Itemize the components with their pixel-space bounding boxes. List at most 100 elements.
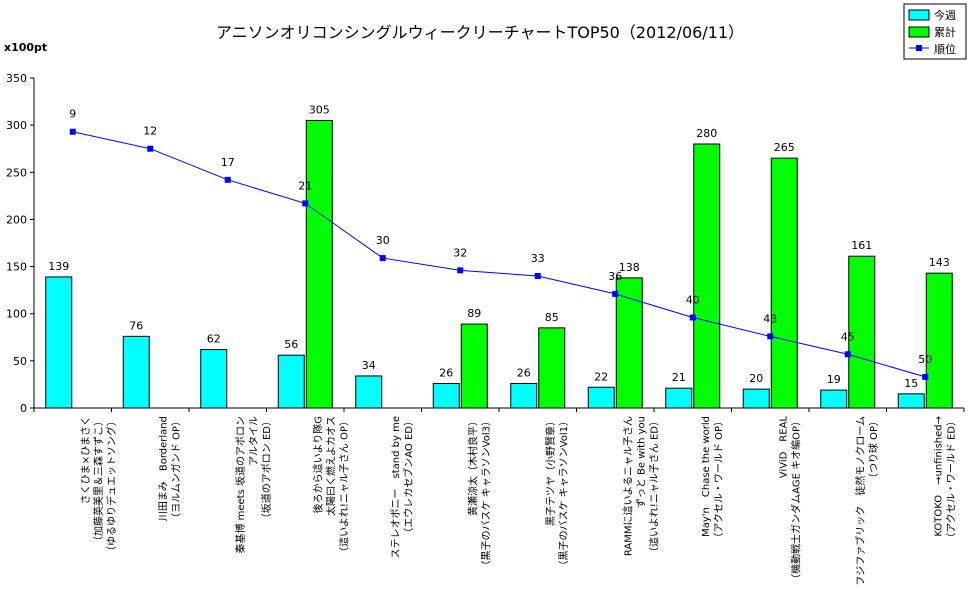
category-label: 秦基博 meets 坂道のアポロン アルタイル （坂道のアポロン ED）: [234, 416, 273, 554]
category-label: さくひま×ひまさく （加藤英美里＆三森すずこ） （ゆるゆりデュエットソング）: [80, 416, 118, 556]
bar-this-week: [742, 388, 770, 409]
bar-this-week: [820, 389, 848, 409]
category-label-line: （ゆるゆりデュエットソング）: [105, 416, 118, 556]
rank-label: 30: [376, 234, 390, 247]
bar-total: [460, 323, 488, 409]
rank-marker: [767, 333, 774, 340]
bar-label-this-week: 21: [672, 371, 686, 384]
rank-marker: [844, 351, 851, 358]
bar-total: [305, 119, 333, 409]
y-tick-label: 150: [6, 261, 27, 274]
legend-label-total: 累計: [934, 25, 956, 39]
bar-total: [770, 157, 798, 409]
category-label-line: （アクセル・ワールド ED）: [945, 416, 957, 543]
category-label-line: （坂道のアポロン ED）: [260, 416, 273, 523]
data-labels: 139 76 62 56 305 34 26 89 26 85 22 138 21 280 20 265 19 1…: [48, 103, 950, 389]
category-label: 黄瀬涼太（木村良平） （黒子のバスケ キャラソンVol3）: [466, 416, 492, 571]
y-tick-label: 250: [6, 166, 27, 179]
category-label-line: 秦基博 meets 坂道のアポロン: [234, 416, 247, 554]
category-label-line: RAMMに這いよるニャル子さん: [621, 416, 634, 556]
category-label-line: 黄瀬涼太（木村良平）: [466, 416, 479, 516]
bar-this-week: [510, 382, 538, 409]
category-label-line: （黒子のバスケ キャラソンVol3）: [480, 416, 492, 571]
category-label-line: 太陽曰く燃えよカオス: [324, 416, 337, 516]
rank-label: 43: [763, 312, 777, 325]
bar-total: [538, 327, 566, 409]
rank-marker: [612, 290, 619, 297]
category-label-line: ステレオポニー stand by me: [390, 416, 402, 558]
rank-label: 17: [221, 156, 235, 169]
rank-label: 45: [841, 330, 855, 343]
category-label-line: （加藤英美里＆三森すずこ）: [92, 416, 105, 546]
y-axis-unit: x100pt: [4, 41, 47, 54]
rank-marker: [147, 145, 154, 152]
category-label-line: （アクセル・ワールド OP）: [713, 416, 725, 543]
y-tick-label: 0: [20, 402, 27, 415]
bar-label-total: 305: [309, 103, 330, 116]
bar-label-this-week: 19: [827, 373, 841, 386]
category-label-line: （這いよれ!ニャル子さん ED）: [647, 416, 660, 557]
legend-label-this-week: 今週: [934, 8, 956, 22]
rank-marker: [69, 128, 76, 135]
rank-label: 33: [531, 252, 545, 265]
bar-this-week: [355, 375, 383, 409]
bar-label-total: 265: [774, 141, 795, 154]
category-label-line: May'n Chase the world: [701, 416, 712, 537]
legend: 今週 累計 順位: [903, 3, 967, 60]
rank-marker: [457, 267, 464, 274]
bar-label-total: 89: [467, 307, 481, 320]
bar-label-this-week: 76: [129, 319, 143, 332]
rank-label: 36: [608, 270, 622, 283]
bar-this-week: [897, 393, 925, 409]
bar-total: [925, 272, 953, 409]
rank-marker: [689, 314, 696, 321]
bar-label-this-week: 139: [48, 260, 69, 273]
bar-this-week: [665, 387, 693, 409]
bar-label-this-week: 62: [207, 333, 221, 346]
bar-this-week: [45, 276, 73, 409]
legend-marker-rank: [916, 45, 922, 51]
category-label-line: 後ろから這いより隊G: [311, 416, 324, 513]
rank-marker: [922, 373, 929, 380]
category-label-line: アルタイル: [248, 416, 260, 466]
category-label: RAMMに這いよるニャル子さん ずっと Be with you （這いよれ!ニャル子…: [621, 416, 660, 557]
category-label: フジファブリック 徒然モノクローム （つり球 OP）: [854, 416, 880, 586]
category-label: 黒子テツヤ（小野賢章） （黒子のバスケ キャラソンVol1）: [544, 416, 570, 571]
category-label-line: （ヨルムンガンド OP）: [170, 416, 182, 523]
rank-label: 40: [686, 293, 700, 306]
bar-label-total: 161: [851, 239, 872, 252]
category-label-line: （機動戦士ガンダムAGE キオ編OP）: [789, 416, 802, 584]
chart-title: アニソンオリコンシングルウィークリーチャートTOP50（2012/06/11）: [216, 23, 744, 42]
category-label: May'n Chase the world （アクセル・ワールド OP）: [701, 416, 725, 543]
y-tick-label: 200: [6, 213, 27, 226]
category-label-line: ViViD REAL: [778, 416, 789, 479]
y-tick-label: 100: [6, 308, 27, 321]
category-label-line: （這いよれ!ニャル子さん OP）: [337, 416, 350, 557]
bar-total: [615, 277, 643, 409]
rank-marker: [379, 255, 386, 262]
legend-swatch-total: [908, 26, 930, 38]
category-label-line: （エウレカセブンAO ED）: [402, 416, 415, 538]
bar-label-this-week: 15: [904, 377, 918, 390]
bar-this-week: [587, 386, 615, 409]
category-label-line: 川田まみ Borderland: [157, 416, 169, 521]
rank-label: 21: [298, 179, 312, 192]
y-axis-ticks: 0 50 100 150 200 250 300 350: [6, 72, 34, 415]
bar-label-this-week: 22: [594, 370, 608, 383]
bar-label-this-week: 20: [749, 372, 763, 385]
bar-label-this-week: 34: [362, 359, 376, 372]
y-tick-label: 350: [6, 72, 27, 85]
bar-total: [848, 255, 876, 409]
category-label: KOTOKO →unfinished→ （アクセル・ワールド ED）: [933, 416, 957, 543]
rank-marker: [534, 273, 541, 279]
rank-marker: [224, 176, 231, 183]
rank-label: 50: [918, 353, 932, 366]
bar-label-total: 138: [619, 261, 640, 274]
bar-label-this-week: 26: [439, 366, 453, 379]
legend-swatch-this-week: [908, 9, 930, 21]
legend-label-rank: 順位: [934, 42, 956, 56]
rank-label: 32: [453, 246, 467, 259]
rank-label: 9: [69, 108, 76, 121]
category-label: ステレオポニー stand by me （エウレカセブンAO ED）: [390, 416, 415, 558]
